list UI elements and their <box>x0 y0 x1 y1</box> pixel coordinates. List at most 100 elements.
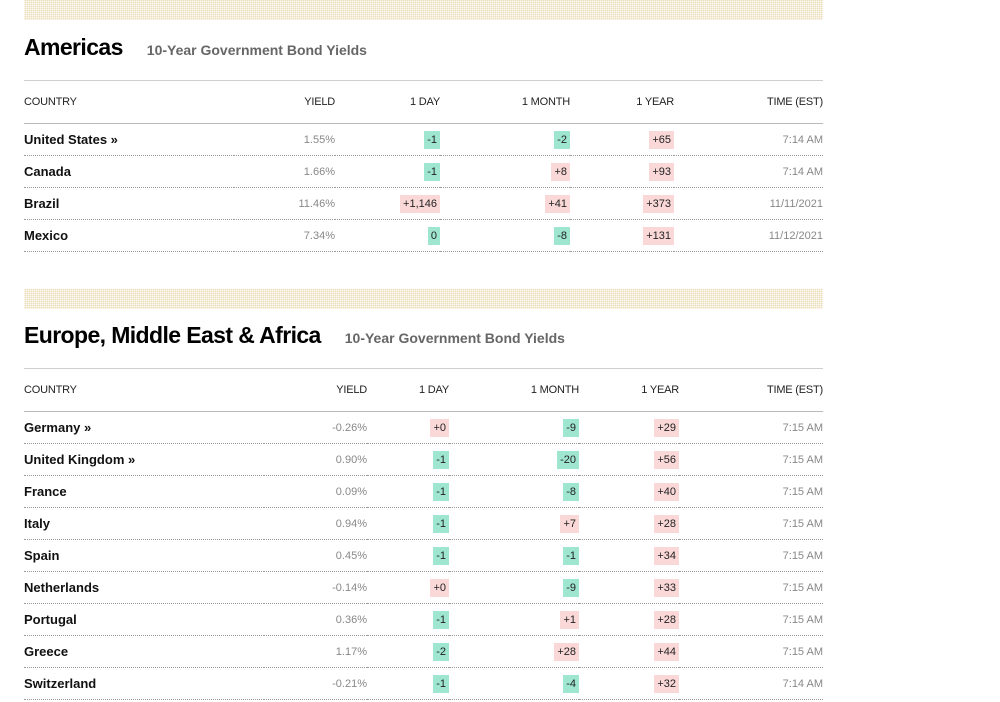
month-change-badge: +7 <box>560 514 579 533</box>
yield-cell: 0.90% <box>264 443 367 476</box>
table-row: Greece 1.17% -2 +28 +44 7:15 AM <box>24 635 823 668</box>
day-change-badge: -1 <box>424 130 440 149</box>
month-change-badge: +8 <box>551 162 570 181</box>
year-change-badge: +29 <box>654 418 679 437</box>
month-change-cell: +41 <box>440 187 570 220</box>
time-cell: 7:15 AM <box>679 635 823 668</box>
yield-cell: 1.66% <box>234 155 335 188</box>
time-cell: 7:14 AM <box>674 155 823 188</box>
day-change-cell: 0 <box>335 219 440 252</box>
table-row: Switzerland -0.21% -1 -4 +32 7:14 AM <box>24 667 823 700</box>
table-row: Mexico 7.34% 0 -8 +131 11/12/2021 <box>24 219 823 252</box>
country-name: Mexico <box>24 228 69 243</box>
year-change-badge: +32 <box>654 674 679 693</box>
month-change-badge: -20 <box>557 450 579 469</box>
emea-title: Europe, Middle East & Africa <box>24 322 321 348</box>
year-change-cell: +373 <box>570 187 674 220</box>
year-change-badge: +65 <box>649 130 674 149</box>
country-cell: Greece <box>24 635 264 668</box>
month-change-cell: +1 <box>449 603 579 636</box>
month-change-cell: +8 <box>440 155 570 188</box>
col-country: COUNTRY <box>24 369 264 412</box>
col-1-year: 1 YEAR <box>570 81 674 124</box>
americas-title: Americas <box>24 34 123 60</box>
month-change-badge: +28 <box>554 642 579 661</box>
yield-cell: 0.94% <box>264 507 367 540</box>
day-change-cell: -1 <box>367 475 449 508</box>
day-change-cell: -1 <box>367 443 449 476</box>
country-link-united-states[interactable]: United States » <box>24 132 118 147</box>
country-name: Brazil <box>24 196 60 211</box>
year-change-cell: +28 <box>579 603 679 636</box>
country-cell: Brazil <box>24 187 234 220</box>
day-change-badge: -1 <box>433 674 449 693</box>
col-1-year: 1 YEAR <box>579 369 679 412</box>
col-country: COUNTRY <box>24 81 234 124</box>
time-cell: 11/12/2021 <box>674 219 823 252</box>
day-change-cell: -1 <box>367 507 449 540</box>
country-link-germany[interactable]: Germany » <box>24 420 92 435</box>
year-change-cell: +56 <box>579 443 679 476</box>
day-change-badge: 0 <box>427 226 440 245</box>
country-name: Greece <box>24 644 69 659</box>
col-yield: YIELD <box>234 81 335 124</box>
year-change-badge: +40 <box>654 482 679 501</box>
country-name: Italy <box>24 516 51 531</box>
time-cell: 7:15 AM <box>679 411 823 444</box>
month-change-cell: -8 <box>449 475 579 508</box>
yield-cell: -0.14% <box>264 571 367 604</box>
day-change-badge: -1 <box>433 450 449 469</box>
year-change-badge: +44 <box>654 642 679 661</box>
country-cell: France <box>24 475 264 508</box>
month-change-cell: -9 <box>449 571 579 604</box>
table-row: United Kingdom » 0.90% -1 -20 +56 7:15 AM <box>24 443 823 476</box>
yield-cell: 7.34% <box>234 219 335 252</box>
table-row: Brazil 11.46% +1,146 +41 +373 11/11/2021 <box>24 187 823 220</box>
table-row: Portugal 0.36% -1 +1 +28 7:15 AM <box>24 603 823 636</box>
country-link-united-kingdom[interactable]: United Kingdom » <box>24 452 136 467</box>
table-row: Spain 0.45% -1 -1 +34 7:15 AM <box>24 539 823 572</box>
day-change-badge: +0 <box>430 418 449 437</box>
day-change-cell: +0 <box>367 411 449 444</box>
day-change-cell: -1 <box>335 123 440 156</box>
table-row: Canada 1.66% -1 +8 +93 7:14 AM <box>24 155 823 188</box>
americas-section: Americas 10-Year Government Bond Yields … <box>24 34 823 252</box>
emea-body: Germany » -0.26% +0 -9 +29 7:15 AM United King… <box>24 411 823 700</box>
year-change-badge: +131 <box>643 226 674 245</box>
yield-cell: -0.26% <box>264 411 367 444</box>
country-name: Canada <box>24 164 71 179</box>
month-change-cell: -8 <box>440 219 570 252</box>
day-change-cell: +0 <box>367 571 449 604</box>
day-change-cell: +1,146 <box>335 187 440 220</box>
day-change-badge: -1 <box>433 610 449 629</box>
month-change-badge: -2 <box>554 130 570 149</box>
americas-subtitle: 10-Year Government Bond Yields <box>146 42 367 58</box>
time-cell: 7:15 AM <box>679 603 823 636</box>
country-name: Portugal <box>24 612 77 627</box>
year-change-cell: +33 <box>579 571 679 604</box>
country-cell: Canada <box>24 155 234 188</box>
year-change-cell: +65 <box>570 123 674 156</box>
month-change-badge: +1 <box>560 610 579 629</box>
country-cell: Spain <box>24 539 264 572</box>
country-cell: Switzerland <box>24 667 264 700</box>
americas-table: COUNTRY YIELD 1 DAY 1 MONTH 1 YEAR TIME … <box>24 81 823 252</box>
country-name: France <box>24 484 67 499</box>
day-change-cell: -1 <box>367 603 449 636</box>
table-row: Germany » -0.26% +0 -9 +29 7:15 AM <box>24 411 823 444</box>
time-cell: 11/11/2021 <box>674 187 823 220</box>
country-cell: United Kingdom » <box>24 443 264 476</box>
yield-cell: -0.21% <box>264 667 367 700</box>
day-change-badge: -1 <box>424 162 440 181</box>
time-cell: 7:15 AM <box>679 443 823 476</box>
month-change-badge: -9 <box>563 418 579 437</box>
month-change-cell: -20 <box>449 443 579 476</box>
emea-subtitle: 10-Year Government Bond Yields <box>344 330 565 346</box>
col-1-day: 1 DAY <box>335 81 440 124</box>
time-cell: 7:14 AM <box>679 667 823 700</box>
yield-cell: 0.36% <box>264 603 367 636</box>
day-change-badge: -1 <box>433 514 449 533</box>
year-change-cell: +93 <box>570 155 674 188</box>
country-cell: Netherlands <box>24 571 264 604</box>
country-cell: Germany » <box>24 411 264 444</box>
